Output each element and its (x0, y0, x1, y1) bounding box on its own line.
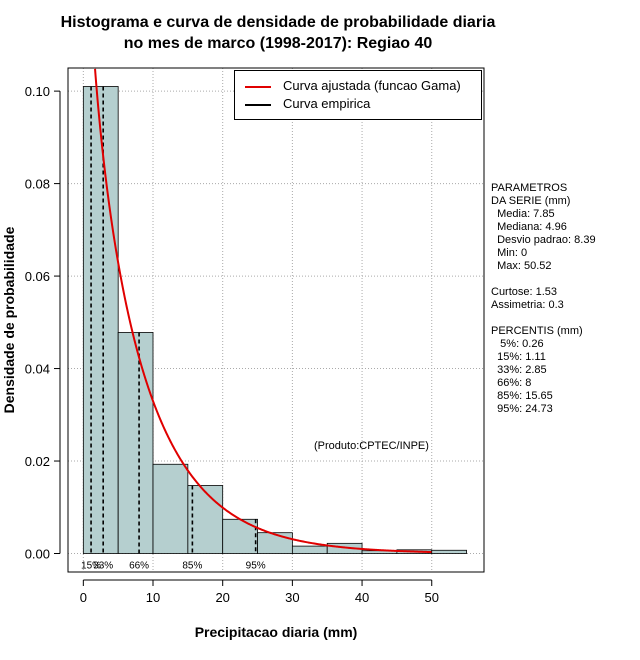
stats-header-units: DA SERIE (mm) (491, 195, 571, 207)
percentile-label: 15% (81, 561, 101, 572)
x-axis-label: Precipitacao diaria (mm) (194, 624, 358, 640)
x-tick-label: 0 (80, 590, 87, 605)
x-tick-label: 10 (146, 590, 160, 605)
stats-spacer (491, 312, 596, 325)
legend-item-empirical: Curva empirica (245, 95, 370, 113)
stat-max: Max: 50.52 (491, 260, 552, 272)
axes: 0 10 20 30 40 50 0.00 0.02 0.04 0.06 0.08 0.10 (25, 84, 439, 605)
histogram-bar (257, 532, 293, 554)
y-tick-label: 0.04 (25, 362, 50, 377)
y-tick-label: 0.10 (25, 84, 50, 99)
x-tick-label: 40 (355, 590, 369, 605)
x-tick-label: 50 (425, 590, 439, 605)
stat-median: Mediana: 4.96 (491, 221, 567, 233)
stat-kurtosis: Curtose: 1.53 (491, 286, 558, 298)
stats-header: PARAMETROS (491, 182, 568, 194)
stats-panel: PARAMETROS DA SERIE (mm) Media: 7.85 Med… (491, 182, 596, 416)
legend-label-fitted: Curva ajustada (funcao Gama) (283, 78, 461, 93)
percentile-label: 33% (93, 561, 113, 572)
gamma-fit-curve (94, 68, 432, 554)
y-tick-label: 0.02 (25, 454, 50, 469)
stat-min: Min: 0 (491, 247, 528, 259)
stat-p33: 33%: 2.85 (491, 364, 547, 376)
stat-p95: 95%: 24.73 (491, 403, 553, 415)
chart-title: Histograma e curva de densidade de proba… (0, 12, 556, 54)
histogram-bar (82, 86, 119, 554)
histogram-bar (152, 463, 189, 554)
stat-sd: Desvio padrao: 8.39 (491, 234, 596, 246)
stat-p85: 85%: 15.65 (491, 390, 553, 402)
legend-black-line-icon (245, 103, 271, 106)
plot-frame (67, 67, 485, 573)
percentile-label: 66% (129, 561, 149, 572)
stat-p5: 5%: 0.26 (491, 338, 544, 350)
stat-p15: 15%: 1.11 (491, 351, 546, 363)
stat-skewness: Assimetria: 0.3 (491, 299, 564, 311)
y-axis-label: Densidade de probabilidade (1, 226, 17, 414)
histogram-bar (117, 332, 154, 554)
legend-red-line-icon (245, 85, 271, 88)
percentile-label: 95% (246, 561, 266, 572)
title-line-1: Histograma e curva de densidade de proba… (60, 14, 496, 31)
stats-spacer (491, 273, 596, 286)
legend-label-empirical: Curva empirica (283, 96, 371, 111)
x-tick-label: 30 (285, 590, 299, 605)
histogram-bar (222, 518, 258, 554)
y-tick-label: 0.00 (25, 547, 50, 562)
y-tick-label: 0.06 (25, 269, 50, 284)
y-tick-label: 0.08 (25, 177, 50, 192)
x-tick-label: 20 (215, 590, 229, 605)
histogram-bar (431, 549, 467, 554)
legend: Curva ajustada (funcao Gama) Curva empir… (234, 70, 482, 120)
percentile-lines: 15%33% 66% 85% 95% (81, 86, 266, 572)
product-credit: (Produto:CPTEC/INPE) (314, 440, 429, 452)
percentiles-header: PERCENTIS (mm) (491, 325, 583, 337)
histogram-bars (82, 86, 467, 554)
legend-item-fitted: Curva ajustada (funcao Gama) (245, 77, 461, 95)
histogram-bar (187, 485, 224, 554)
stat-mean: Media: 7.85 (491, 208, 555, 220)
percentile-label: 85% (182, 561, 202, 572)
histogram-bar (291, 545, 328, 554)
title-line-2: no mes de marco (1998-2017): Regiao 40 (123, 35, 433, 52)
stat-p66: 66%: 8 (491, 377, 532, 389)
